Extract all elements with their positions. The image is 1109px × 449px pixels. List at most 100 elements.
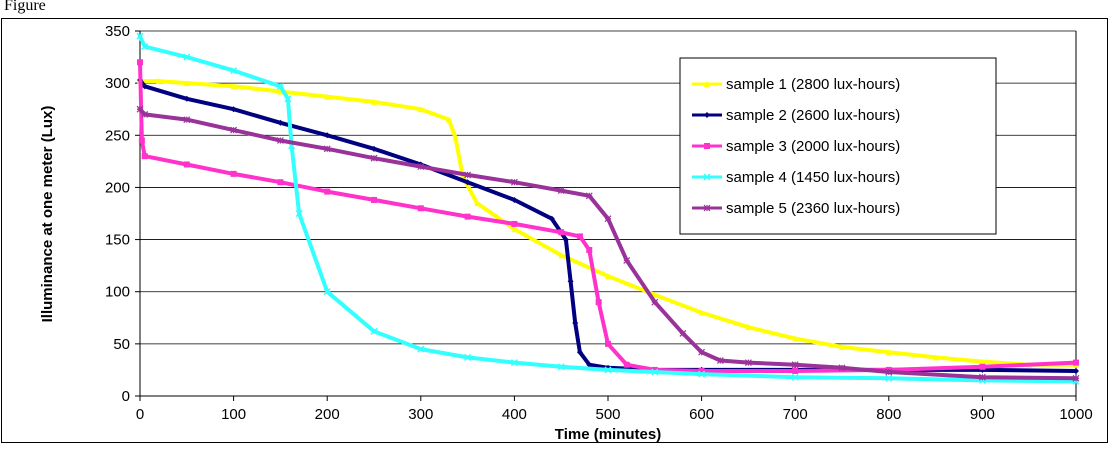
- data-point: [324, 132, 331, 139]
- data-point: [585, 192, 593, 200]
- data-point: [698, 348, 706, 356]
- data-point: [464, 179, 471, 186]
- legend-item: sample 4 (1450 lux-hours): [692, 169, 900, 186]
- x-tick-label: 100: [221, 406, 246, 423]
- data-point: [698, 309, 705, 316]
- series-line: [138, 107, 1078, 381]
- data-point: [417, 106, 424, 113]
- data-point: [576, 349, 583, 356]
- data-point: [136, 32, 144, 40]
- data-point: [562, 236, 569, 243]
- data-point: [510, 178, 518, 186]
- data-point: [567, 278, 574, 285]
- x-tick-label: 400: [502, 406, 527, 423]
- data-point: [230, 126, 238, 134]
- data-point: [979, 363, 986, 370]
- data-point: [604, 366, 612, 374]
- data-point: [370, 327, 378, 335]
- data-point: [558, 229, 565, 236]
- data-point: [979, 358, 986, 365]
- data-point: [557, 363, 565, 371]
- data-point: [651, 368, 659, 376]
- data-point: [885, 368, 893, 376]
- data-point: [548, 215, 555, 222]
- data-point: [276, 137, 284, 144]
- data-point: [445, 116, 452, 123]
- data-point: [791, 361, 799, 369]
- data-point: [155, 78, 162, 85]
- data-point: [716, 357, 724, 364]
- data-point: [417, 205, 424, 212]
- data-point: [284, 95, 292, 103]
- series-group: [136, 32, 1080, 385]
- legend-label: sample 2 (2600 lux-hours): [726, 107, 900, 124]
- data-point: [623, 257, 631, 264]
- data-point: [417, 345, 425, 353]
- data-point: [558, 252, 565, 259]
- data-point: [1073, 359, 1079, 366]
- data-point: [791, 373, 799, 381]
- data-point: [324, 93, 331, 100]
- data-point: [230, 106, 237, 113]
- y-tick-label: 350: [105, 23, 130, 40]
- y-axis-title: Illuminance at one meter (Lux): [39, 106, 56, 323]
- data-point: [141, 153, 148, 160]
- data-point: [371, 98, 377, 105]
- data-point: [511, 226, 518, 233]
- y-tick-label: 150: [105, 232, 130, 249]
- data-point: [464, 171, 472, 179]
- legend-marker: [704, 112, 710, 118]
- data-point: [183, 53, 191, 61]
- legend-marker: [703, 204, 711, 212]
- data-point: [323, 288, 331, 296]
- legend-item: sample 1 (2800 lux-hours): [692, 76, 900, 93]
- data-point: [277, 119, 284, 126]
- data-point: [605, 340, 611, 347]
- legend-label: sample 4 (1450 lux-hours): [726, 169, 900, 186]
- data-point: [745, 324, 752, 331]
- x-tick-label: 800: [876, 406, 901, 423]
- series-4: [136, 32, 1080, 385]
- x-tick-label: 1000: [1059, 406, 1092, 423]
- y-tick-label: 250: [105, 127, 130, 144]
- data-point: [141, 111, 149, 118]
- data-point: [792, 367, 799, 374]
- x-tick-label: 200: [315, 406, 340, 423]
- data-point: [623, 361, 630, 368]
- data-point: [698, 367, 705, 374]
- data-point: [141, 43, 149, 51]
- data-point: [323, 145, 331, 153]
- data-point: [698, 370, 706, 378]
- y-tick-label: 0: [122, 388, 130, 405]
- data-point: [371, 145, 377, 152]
- data-point: [371, 196, 377, 203]
- series-5: [136, 105, 1080, 382]
- data-point: [473, 200, 480, 207]
- data-point: [277, 88, 284, 95]
- x-tick-label: 600: [689, 406, 714, 423]
- figure-header: Figure: [4, 0, 46, 14]
- data-point: [792, 335, 799, 342]
- chart-border: [1, 18, 1108, 443]
- data-point: [324, 188, 331, 195]
- y-tick-label: 300: [105, 75, 130, 92]
- data-point: [276, 82, 284, 90]
- data-point: [464, 353, 472, 361]
- data-point: [932, 354, 939, 361]
- legend-item: sample 5 (2360 lux-hours): [692, 200, 900, 217]
- data-point: [277, 179, 284, 186]
- data-point: [839, 343, 845, 350]
- data-point: [605, 273, 611, 280]
- data-point: [510, 359, 518, 367]
- data-point: [978, 373, 986, 381]
- data-point: [295, 209, 303, 218]
- legend-box: [679, 57, 997, 235]
- data-point: [230, 67, 238, 75]
- data-point: [679, 330, 687, 337]
- data-point: [651, 298, 659, 306]
- x-tick-label: 700: [783, 406, 808, 423]
- legend-label: sample 5 (2360 lux-hours): [726, 200, 900, 217]
- data-point: [838, 364, 846, 372]
